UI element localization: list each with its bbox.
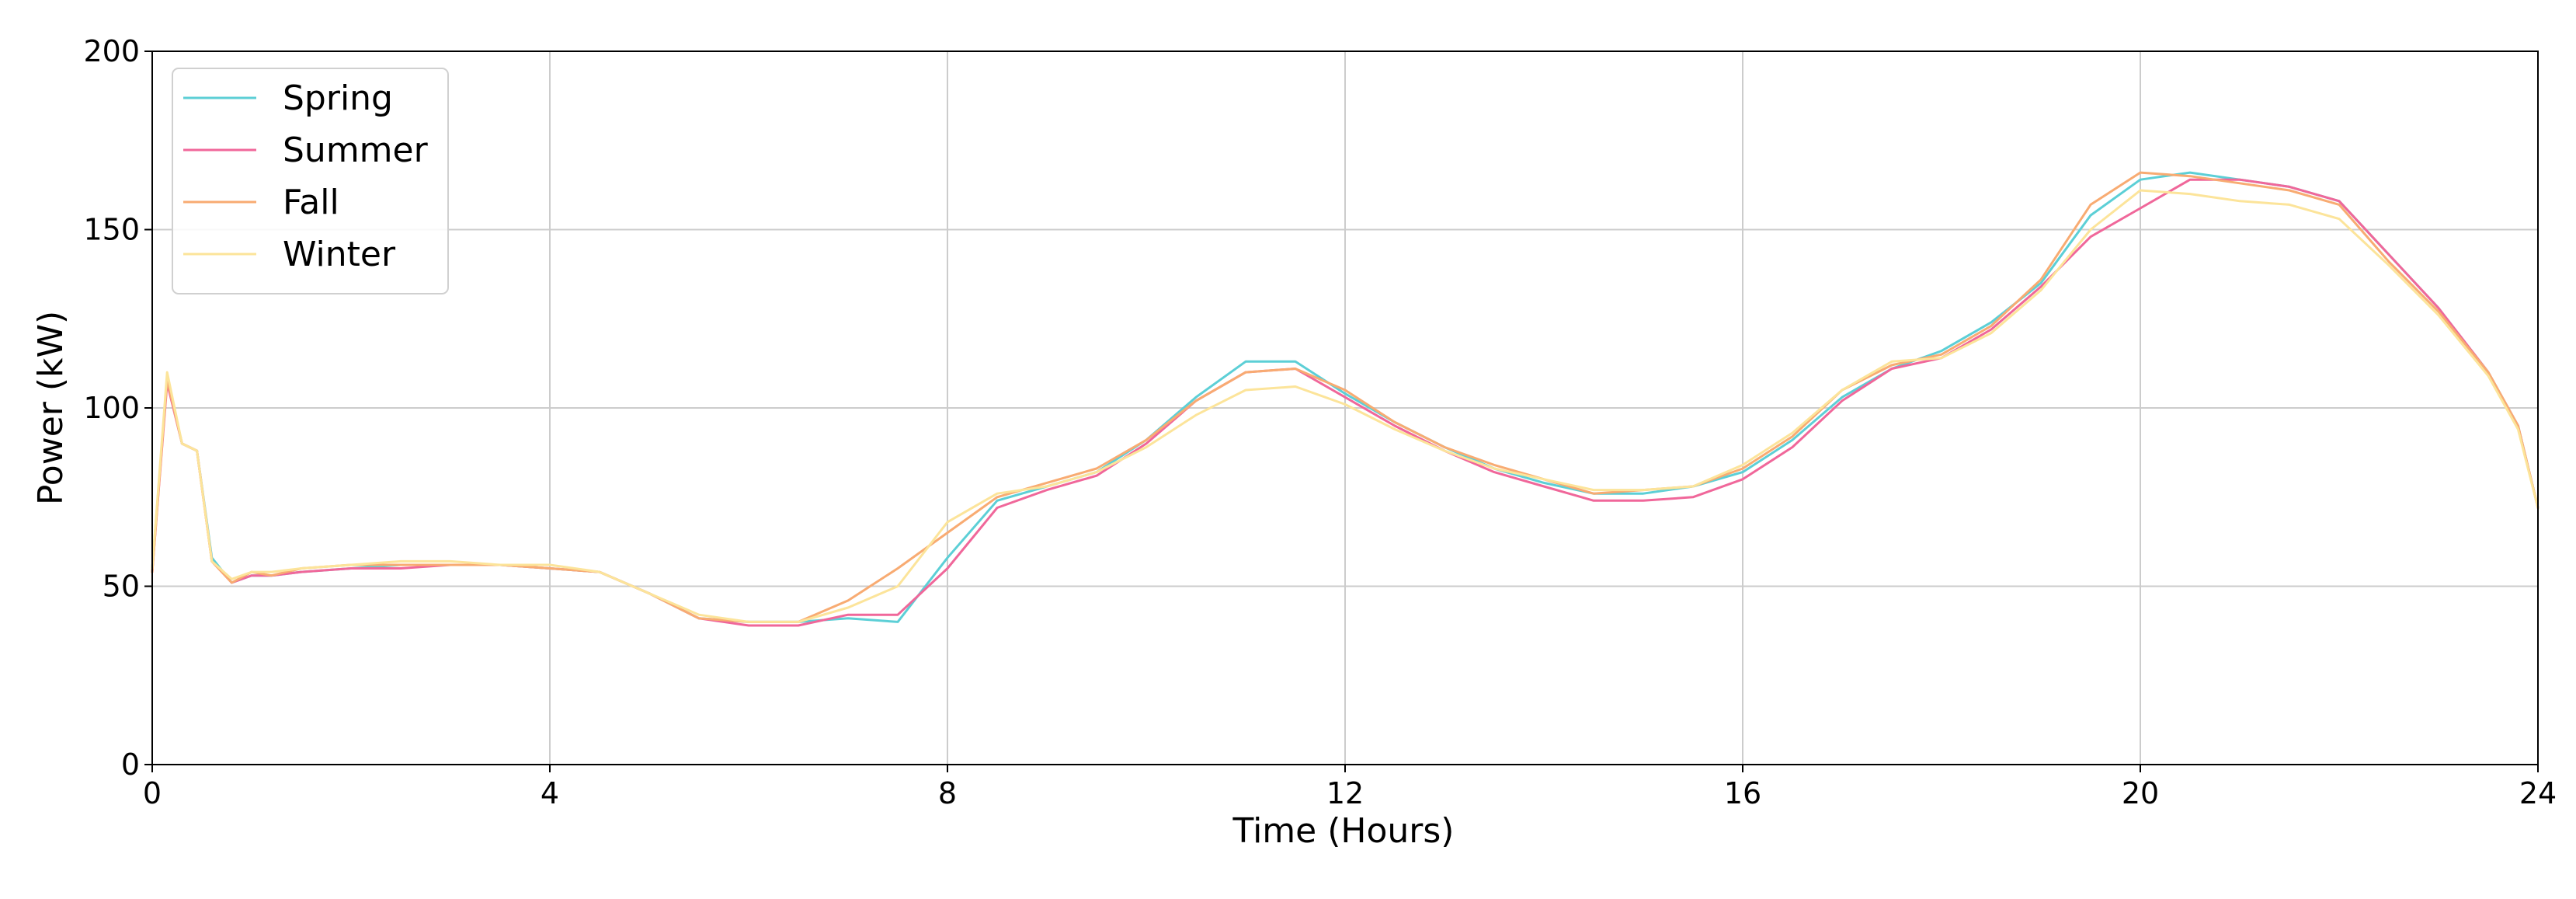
legend-label-winter: Winter <box>283 235 396 274</box>
x-tick-label: 20 <box>2122 776 2159 810</box>
x-axis-title: Time (Hours) <box>1232 811 1455 851</box>
y-tick-label: 50 <box>103 570 140 604</box>
x-tick-label: 12 <box>1326 776 1364 810</box>
x-tick-label: 16 <box>1724 776 1761 810</box>
y-axis-title: Power (kW) <box>31 311 71 505</box>
series-line-winter <box>151 189 2539 623</box>
plot-series <box>151 171 2539 627</box>
x-tick-label: 0 <box>143 776 162 810</box>
x-tick-label: 4 <box>541 776 559 810</box>
legend-label-spring: Spring <box>283 78 393 118</box>
legend-label-summer: Summer <box>283 131 429 170</box>
x-tick-label: 8 <box>938 776 957 810</box>
legend-box <box>172 68 449 294</box>
y-tick-label: 150 <box>83 213 140 247</box>
grid <box>151 51 2539 765</box>
y-tick-label: 200 <box>83 34 140 68</box>
axis-ticks: 0 4 8 12 16 20 24 0 50 100 150 200 <box>83 34 2557 810</box>
x-tick-label: 24 <box>2519 776 2557 810</box>
legend: Spring Summer Fall Winter <box>172 68 449 294</box>
y-tick-label: 0 <box>121 747 140 782</box>
legend-label-fall: Fall <box>283 183 339 222</box>
y-tick-label: 100 <box>83 391 140 425</box>
